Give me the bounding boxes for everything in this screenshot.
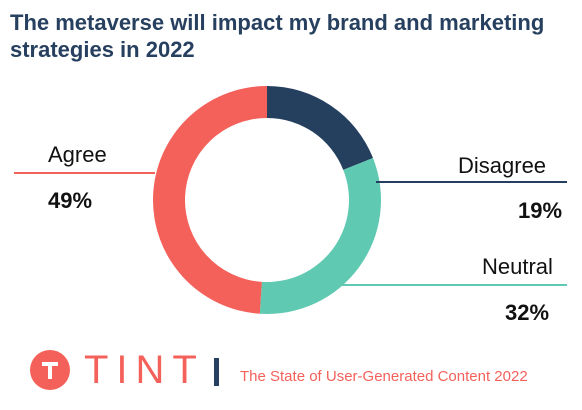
chart-title: The metaverse will impact my brand and m… [10,10,545,62]
slice-label-agree: Agree [48,142,107,167]
t-circle-logo-icon [30,350,70,390]
slice-value-agree: 49% [48,188,93,213]
slice-value-neutral: 32% [505,300,550,325]
slice-agree [152,86,267,314]
report-title: The State of User-Generated Content 2022 [240,368,528,385]
brand-name: TINT [84,348,205,392]
footer-divider [214,358,219,386]
slice-neutral [259,158,381,315]
slice-disagree [267,86,373,170]
slice-label-neutral: Neutral [482,254,553,279]
slice-value-disagree: 19% [518,198,563,223]
slice-label-disagree: Disagree [458,153,547,178]
